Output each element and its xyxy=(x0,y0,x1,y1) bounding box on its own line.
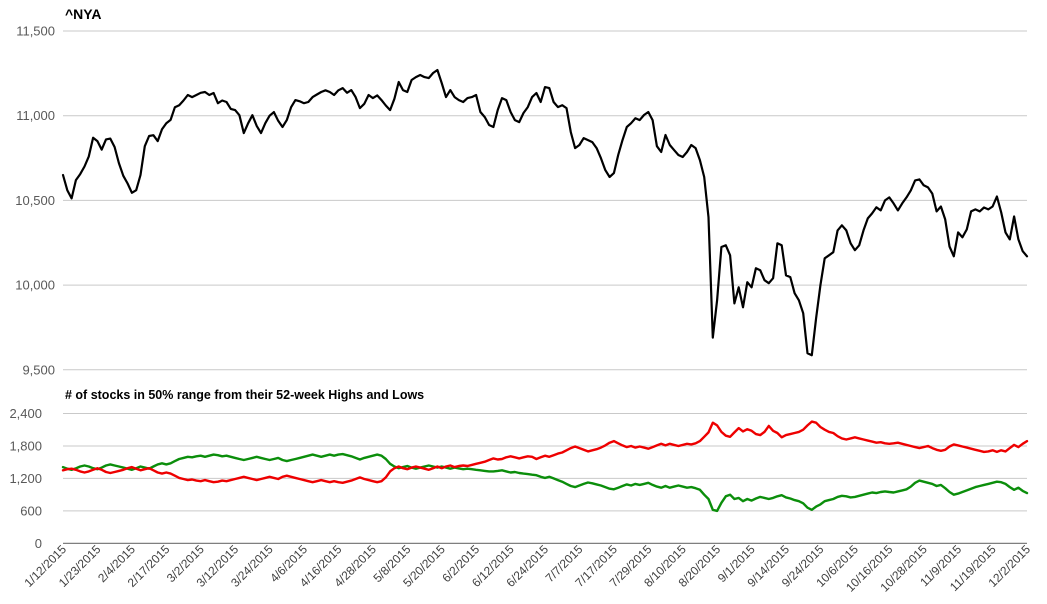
breadth-series-0-line xyxy=(61,452,1029,513)
top-chart-title: ^NYA xyxy=(65,6,102,22)
breadth-y-tick-label: 2,400 xyxy=(9,406,42,421)
nya-y-tick-label: 11,500 xyxy=(16,24,55,39)
breadth-y-tick-label: 1,800 xyxy=(9,439,42,454)
bottom-chart-title: # of stocks in 50% range from their 52-w… xyxy=(65,388,425,402)
nya-series-0-line xyxy=(61,68,1029,357)
breadth-y-tick-label: 1,200 xyxy=(9,471,42,486)
nya-y-tick-label: 10,000 xyxy=(15,278,55,293)
breadth-series-1-line xyxy=(61,420,1029,484)
breadth-y-tick-label: 0 xyxy=(35,536,42,551)
nya-y-tick-label: 9,500 xyxy=(22,362,55,377)
breadth-y-tick-label: 600 xyxy=(20,503,42,518)
nya-y-tick-label: 10,500 xyxy=(15,193,55,208)
nya-y-tick-label: 11,000 xyxy=(16,108,55,123)
